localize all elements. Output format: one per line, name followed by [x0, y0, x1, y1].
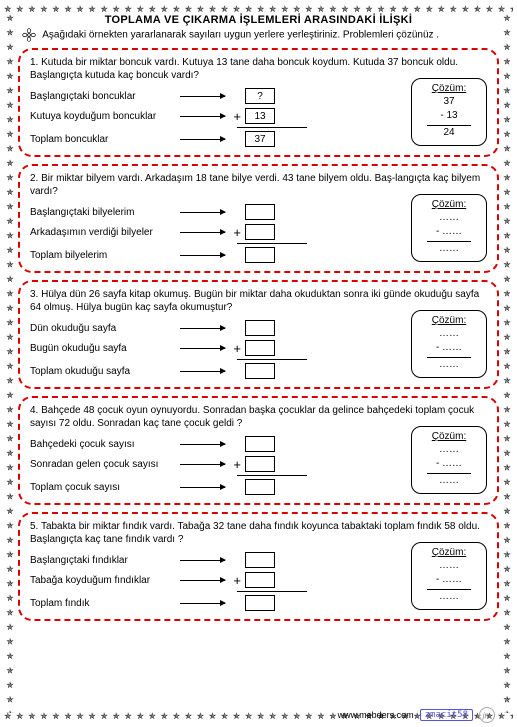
row-label: Sonradan gelen çocuk sayısı: [30, 459, 180, 470]
footer-tag: zmacit58: [420, 709, 473, 721]
solution-line: [427, 357, 471, 358]
solution-box: Çözüm:……- …………: [411, 542, 487, 610]
answer-box[interactable]: [245, 204, 275, 220]
operator: +: [231, 457, 243, 472]
arrow-icon: [180, 348, 225, 349]
solution-a: ……: [418, 328, 480, 342]
answer-box[interactable]: [245, 340, 275, 356]
arrow-icon: [180, 212, 225, 213]
sum-line: [237, 243, 307, 244]
solution-title: Çözüm:: [418, 431, 480, 442]
solution-title: Çözüm:: [418, 547, 480, 558]
solution-title: Çözüm:: [418, 315, 480, 326]
solution-result: 24: [418, 127, 480, 141]
solution-b: - ……: [418, 342, 480, 356]
arrow-icon: [180, 232, 225, 233]
arrow-icon: [180, 444, 225, 445]
answer-box[interactable]: [245, 436, 275, 452]
solution-b: - 13: [418, 110, 480, 124]
arrow-icon: [180, 328, 225, 329]
answer-box[interactable]: [245, 552, 275, 568]
footer: www.mebders.com zmacit58 jm: [338, 707, 495, 723]
solution-a: 37: [418, 96, 480, 110]
arrow-icon: [180, 603, 225, 604]
answer-box[interactable]: [245, 595, 275, 611]
flower-icon: [22, 28, 36, 42]
solution-a: ……: [418, 444, 480, 458]
solution-result: ……: [418, 475, 480, 489]
footer-site: www.mebders.com: [338, 710, 414, 720]
arrow-icon: [180, 139, 225, 140]
solution-result: ……: [418, 591, 480, 605]
arrow-icon: [180, 560, 225, 561]
row-label: Toplam bilyelerim: [30, 250, 180, 261]
answer-box[interactable]: [245, 224, 275, 240]
row-label: Tabağa koyduğum fındıklar: [30, 575, 180, 586]
sum-line: [237, 475, 307, 476]
row-label: Toplam okuduğu sayfa: [30, 366, 180, 377]
row-label: Bahçedeki çocuk sayısı: [30, 439, 180, 450]
answer-box[interactable]: [245, 479, 275, 495]
solution-b: - ……: [418, 226, 480, 240]
row-label: Dün okuduğu sayfa: [30, 323, 180, 334]
arrow-icon: [180, 371, 225, 372]
answer-box[interactable]: [245, 572, 275, 588]
arrow-icon: [180, 487, 225, 488]
row-label: Toplam çocuk sayısı: [30, 482, 180, 493]
solution-result: ……: [418, 359, 480, 373]
problem-box: 3. Hülya dün 26 sayfa kitap okumuş. Bugü…: [18, 280, 499, 389]
arrow-icon: [180, 464, 225, 465]
answer-box[interactable]: 37: [245, 131, 275, 147]
arrow-icon: [180, 116, 225, 117]
solution-title: Çözüm:: [418, 83, 480, 94]
worksheet-content: TOPLAMA VE ÇIKARMA İŞLEMLERİ ARASINDAKİ …: [18, 14, 499, 707]
instruction-label: Aşağıdaki örnekten yararlanarak sayıları…: [42, 30, 439, 41]
problem-box: 2. Bir miktar bilyem vardı. Arkadaşım 18…: [18, 164, 499, 273]
solution-line: [427, 241, 471, 242]
sum-line: [237, 591, 307, 592]
solution-result: ……: [418, 243, 480, 257]
operator: +: [231, 341, 243, 356]
row-label: Başlangıçtaki fındıklar: [30, 555, 180, 566]
operator: +: [231, 573, 243, 588]
row-label: Arkadaşımın verdiği bilyeler: [30, 227, 180, 238]
row-label: Bugün okuduğu sayfa: [30, 343, 180, 354]
answer-box[interactable]: [245, 456, 275, 472]
sum-line: [237, 127, 307, 128]
solution-line: [427, 473, 471, 474]
sum-line: [237, 359, 307, 360]
solution-line: [427, 125, 471, 126]
operator: +: [231, 109, 243, 124]
solution-box: Çözüm:……- …………: [411, 426, 487, 494]
solution-b: - ……: [418, 458, 480, 472]
solution-a: ……: [418, 212, 480, 226]
arrow-icon: [180, 580, 225, 581]
problem-box: 1. Kutuda bir miktar boncuk vardı. Kutuy…: [18, 48, 499, 157]
solution-a: ……: [418, 560, 480, 574]
operator: +: [231, 225, 243, 240]
solution-box: Çözüm: 37- 13 24: [411, 78, 487, 146]
answer-box[interactable]: 13: [245, 108, 275, 124]
footer-mark: jm: [479, 707, 495, 723]
solution-title: Çözüm:: [418, 199, 480, 210]
solution-line: [427, 589, 471, 590]
answer-box[interactable]: ?: [245, 88, 275, 104]
row-label: Toplam fındık: [30, 598, 180, 609]
solution-b: - ……: [418, 574, 480, 588]
row-label: Başlangıçtaki bilyelerim: [30, 207, 180, 218]
arrow-icon: [180, 96, 225, 97]
problem-box: 5. Tabakta bir miktar fındık vardı. Taba…: [18, 512, 499, 621]
solution-box: Çözüm:……- …………: [411, 310, 487, 378]
row-label: Başlangıçtaki boncuklar: [30, 91, 180, 102]
arrow-icon: [180, 255, 225, 256]
solution-box: Çözüm:……- …………: [411, 194, 487, 262]
row-label: Toplam boncuklar: [30, 134, 180, 145]
answer-box[interactable]: [245, 363, 275, 379]
row-label: Kutuya koyduğum boncuklar: [30, 111, 180, 122]
answer-box[interactable]: [245, 247, 275, 263]
page-title: TOPLAMA VE ÇIKARMA İŞLEMLERİ ARASINDAKİ …: [18, 14, 499, 26]
answer-box[interactable]: [245, 320, 275, 336]
problem-box: 4. Bahçede 48 çocuk oyun oynuyordu. Sonr…: [18, 396, 499, 505]
instruction-text: Aşağıdaki örnekten yararlanarak sayıları…: [22, 28, 499, 42]
